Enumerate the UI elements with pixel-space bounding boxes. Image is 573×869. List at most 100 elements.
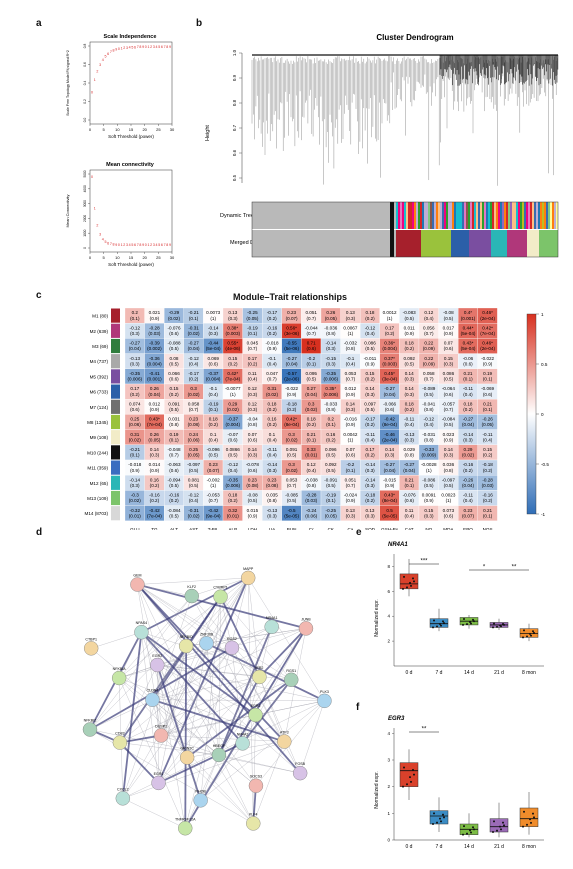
x-tick-label: 15	[129, 127, 134, 132]
cell-pvalue: (0.4)	[463, 392, 473, 397]
cell-pvalue: (0.5)	[169, 346, 179, 351]
sample-point	[443, 622, 445, 625]
sample-point	[442, 620, 444, 623]
cell-pvalue: (0.9)	[444, 331, 454, 336]
cell-pvalue: (0.2)	[248, 361, 258, 366]
cell-corr: -0.19	[247, 325, 258, 330]
cell-corr: -0.35	[130, 371, 141, 376]
cell-pvalue: (0.2)	[169, 392, 179, 397]
cell-corr: 0.035	[266, 493, 278, 498]
significance-marker: *	[483, 565, 486, 571]
cell-corr: -0.002	[207, 477, 220, 482]
cell-pvalue: (0.3)	[248, 407, 258, 412]
network-node-label: SOCS3	[250, 775, 262, 779]
cell-pvalue: (0.003)	[382, 361, 397, 366]
dendro-y-tick: 0.5	[232, 174, 237, 181]
cell-pvalue: (0.6)	[228, 437, 238, 442]
cell-pvalue: (0.04)	[305, 392, 317, 397]
cell-corr: 0.096	[325, 447, 337, 452]
cell-corr: -0.084	[167, 508, 180, 513]
network-node	[130, 577, 145, 592]
cell-corr: -0.031	[422, 432, 435, 437]
cell-pvalue: (7e-04)	[225, 377, 240, 382]
cell-pvalue: (0.08)	[266, 483, 278, 488]
cell-corr: -0.27	[463, 417, 474, 422]
cell-corr: 0.1	[210, 432, 217, 437]
cell-pvalue: (9e-04)	[206, 513, 221, 518]
cell-corr: 0.33	[307, 447, 316, 452]
cell-corr: -0.28	[306, 493, 317, 498]
cell-corr: 0.32	[228, 508, 237, 513]
cell-corr: 0.07	[444, 341, 453, 346]
cell-pvalue: (1)	[230, 392, 236, 397]
cell-pvalue: (0.07)	[207, 468, 219, 473]
trait-column-label: NO	[425, 527, 432, 530]
sample-point	[432, 626, 434, 629]
module-row-label: M11 (359)	[87, 466, 108, 471]
si-point: 3	[153, 45, 155, 49]
mc-point: 6	[134, 243, 136, 247]
cell-pvalue: (0.006)	[324, 392, 339, 397]
si-point: 2	[123, 46, 125, 50]
cell-pvalue: (0.4)	[346, 361, 356, 366]
cell-pvalue: (0.006)	[324, 377, 339, 382]
network-node	[115, 791, 131, 806]
cell-pvalue: (0.5)	[444, 483, 454, 488]
x-tick-label: 10	[115, 127, 120, 132]
trait-column-label: SOD	[365, 527, 376, 530]
module-row-label: M3 (69)	[92, 344, 108, 349]
ppi-network: ZNF366 CYBRP1 MAPP RGS2 NR4A1 JUNB IER2 RGS1 PLK…	[82, 567, 332, 836]
box	[489, 818, 509, 833]
cell-pvalue: (0.1)	[404, 483, 414, 488]
cell-corr: 0.097	[364, 401, 376, 406]
cell-corr: -0.057	[442, 401, 455, 406]
cell-corr: -0.24	[306, 508, 317, 513]
cell-pvalue: (0.02)	[462, 453, 474, 458]
y-tick-label: 0.4	[83, 81, 87, 86]
mc-point: 6	[161, 243, 163, 247]
network-node-label: HBEGF	[213, 744, 226, 748]
cell-corr: -0.094	[167, 477, 180, 482]
mc-point: 6	[107, 241, 109, 245]
sample-point	[530, 821, 532, 824]
si-point: 1	[94, 78, 96, 82]
sample-point	[409, 776, 411, 779]
trait-column-label: ALT	[170, 527, 178, 530]
cell-corr: -0.084	[442, 417, 455, 422]
sample-point	[402, 587, 404, 590]
cell-corr: 0.14	[248, 447, 257, 452]
x-tick-label: 5	[103, 255, 106, 260]
cell-corr: -0.3	[131, 493, 139, 498]
cell-pvalue: (8e-04)	[382, 422, 397, 427]
cell-pvalue: (0.003)	[226, 331, 241, 336]
cell-corr: 0.23	[268, 477, 277, 482]
cell-pvalue: (0.3)	[365, 392, 375, 397]
cell-pvalue: (0.7)	[306, 316, 316, 321]
module-color-swatch	[111, 354, 120, 369]
cell-corr: -0.069	[481, 386, 494, 391]
cell-pvalue: (0.9)	[424, 498, 434, 503]
network-node	[153, 728, 169, 743]
cell-pvalue: (0.1)	[326, 422, 336, 427]
cell-pvalue: (0.5)	[189, 468, 199, 473]
cell-corr: 0.18	[228, 493, 237, 498]
module-color-swatch	[111, 338, 120, 354]
cell-corr: 0.43*	[384, 493, 395, 498]
cell-corr: 0.11	[405, 508, 414, 513]
dynamic-tree-cut-label: Dynamic Tree Cut	[220, 213, 264, 219]
cell-pvalue: (0.02)	[129, 498, 141, 503]
sample-point	[496, 829, 498, 832]
cell-corr: -0.37	[208, 371, 219, 376]
cell-pvalue: (0.3)	[130, 483, 140, 488]
cell-pvalue: (2e-04)	[480, 316, 495, 321]
cell-corr: 0.14	[385, 447, 394, 452]
cell-pvalue: (0.6)	[346, 453, 356, 458]
cell-corr: -0.16	[169, 493, 180, 498]
cell-pvalue: (0.9)	[150, 407, 160, 412]
cell-pvalue: (0.5)	[424, 392, 434, 397]
sample-point	[532, 630, 534, 633]
cell-pvalue: (0.7)	[208, 498, 218, 503]
cell-pvalue: (0.2)	[463, 407, 473, 412]
cell-pvalue: (0.4)	[189, 361, 199, 366]
